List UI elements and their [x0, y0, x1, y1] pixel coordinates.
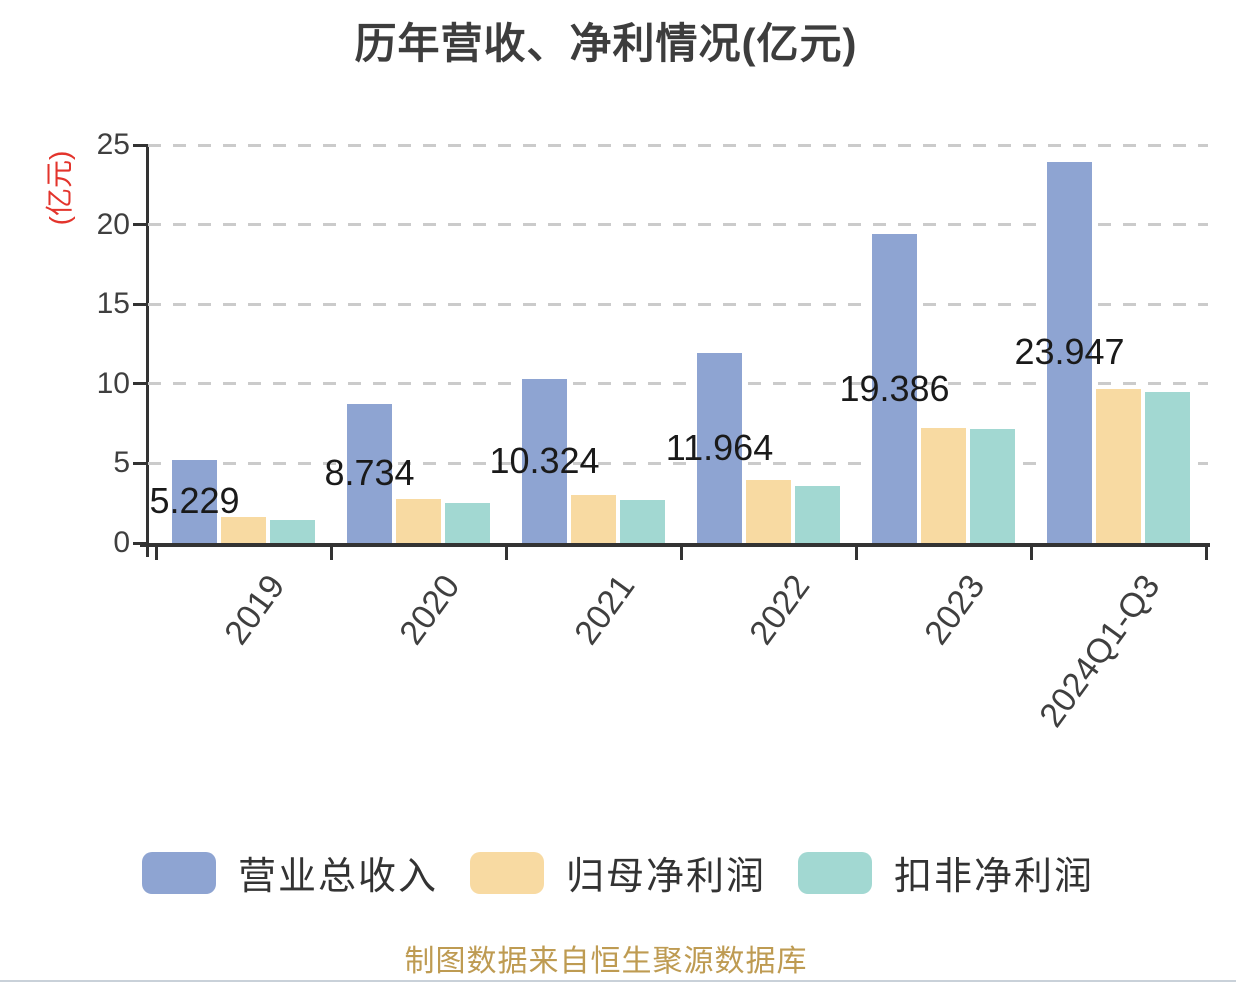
y-tick-mark — [133, 461, 147, 465]
y-tick-label: 10 — [96, 366, 130, 400]
grid-line — [148, 223, 1208, 227]
grid-line — [148, 143, 1208, 147]
bar-2023-series2 — [970, 429, 1015, 543]
x-axis-label: 2019 — [217, 568, 293, 652]
legend-label: 扣非净利润 — [894, 856, 1095, 898]
bar-2019-series0 — [172, 459, 217, 543]
x-tick-mark — [1029, 547, 1033, 560]
legend: 营业总收入 归母净利润 扣非净利润 — [0, 845, 1236, 900]
data-source-note: 制图数据来自恒生聚源数据库 — [404, 945, 808, 978]
bottom-divider — [0, 980, 1236, 982]
bar-2020-series2 — [445, 502, 490, 543]
legend-item-series2[interactable]: 扣非净利润 — [798, 845, 1094, 900]
x-tick-mark — [854, 547, 858, 560]
value-label: 23.947 — [1014, 331, 1125, 373]
y-tick-mark — [133, 382, 147, 386]
bar-2021-series0 — [522, 378, 567, 543]
bar-2020-series0 — [347, 403, 392, 543]
x-axis-label: 2020 — [392, 568, 468, 652]
value-label: 5.229 — [149, 480, 240, 522]
bar-2024Q1-Q3-series0 — [1047, 161, 1092, 543]
x-tick-mark — [154, 547, 158, 560]
bar-2023-series0 — [872, 234, 917, 543]
bar-2024Q1-Q3-series1 — [1096, 388, 1141, 543]
bar-2023-series1 — [921, 427, 966, 543]
y-tick-mark — [133, 302, 147, 306]
x-axis-line — [140, 543, 1210, 547]
bar-2022-series1 — [746, 480, 791, 543]
bar-2020-series1 — [396, 499, 441, 543]
x-tick-mark — [1204, 547, 1208, 560]
legend-item-series1[interactable]: 归母净利润 — [469, 845, 766, 900]
bar-2022-series0 — [697, 352, 742, 543]
legend-item-series0[interactable]: 营业总收入 — [141, 845, 438, 900]
grid-line — [148, 302, 1208, 306]
x-axis-label: 2022 — [742, 568, 818, 652]
y-tick-label: 0 — [113, 526, 130, 559]
value-label: 11.964 — [665, 426, 774, 468]
legend-swatch — [141, 851, 216, 894]
x-axis-label: 2021 — [567, 568, 643, 652]
x-axis-label: 2023 — [917, 568, 993, 652]
value-label: 8.734 — [324, 452, 415, 494]
bar-2021-series1 — [571, 495, 616, 543]
x-tick-mark — [679, 547, 683, 560]
bar-2024Q1-Q3-series2 — [1145, 391, 1190, 543]
value-label: 10.324 — [489, 439, 600, 481]
y-tick-mark — [133, 541, 147, 545]
legend-swatch — [469, 851, 544, 894]
bar-2019-series1 — [221, 516, 266, 543]
y-tick-label: 5 — [113, 446, 130, 480]
x-tick-mark — [504, 547, 508, 560]
y-tick-mark — [133, 223, 147, 227]
value-label: 19.386 — [839, 367, 950, 409]
legend-swatch — [798, 851, 872, 894]
y-axis-line — [146, 144, 149, 557]
bar-2019-series2 — [270, 520, 315, 543]
bar-2021-series2 — [620, 500, 665, 543]
grid-line — [148, 461, 1208, 465]
y-tick-label: 20 — [96, 207, 130, 241]
x-axis-label: 2024Q1-Q3 — [1032, 568, 1168, 735]
grid-line — [148, 382, 1208, 386]
y-tick-label: 25 — [96, 128, 130, 161]
y-tick-label: 15 — [96, 287, 130, 321]
x-tick-mark — [329, 547, 333, 560]
y-tick-mark — [133, 143, 147, 147]
legend-label: 营业总收入 — [237, 856, 438, 898]
chart-title: 历年营收、净利情况(亿元) — [354, 20, 858, 67]
legend-label: 归母净利润 — [565, 856, 766, 898]
bar-2022-series2 — [795, 485, 840, 543]
